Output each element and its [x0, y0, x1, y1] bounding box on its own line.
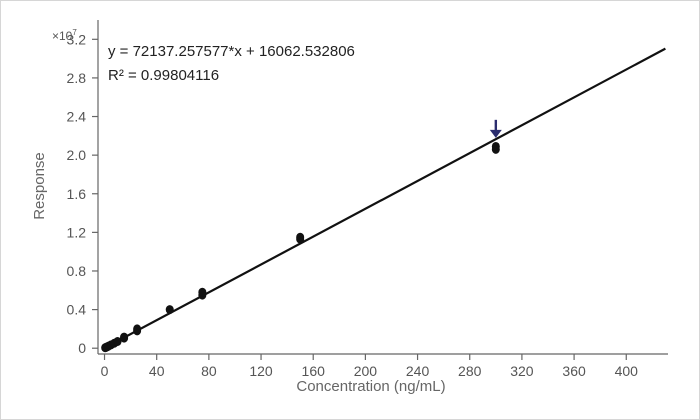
axes: [97, 20, 668, 355]
ticks: 0 0.4 0.8 1.2 1.6 2.0 2.4 2.8 3.2 0 40 80 120 160 200 2…: [67, 31, 639, 379]
x-tick-label: 320: [510, 363, 534, 379]
y-tick-label: 2.8: [67, 70, 87, 86]
x-tick-label: 360: [562, 363, 586, 379]
y-tick-label: 2.4: [67, 109, 87, 125]
data-point: [491, 141, 500, 151]
x-axis-title: Concentration (ng/mL): [296, 378, 445, 395]
x-tick-label: 400: [615, 363, 639, 379]
x-tick-label: 40: [149, 363, 165, 379]
data-point: [198, 287, 207, 297]
y-multiplier-exponent: 7: [72, 28, 77, 37]
y-tick-label: 0.4: [67, 302, 87, 318]
data-point: [165, 305, 174, 315]
y-multiplier-label: ×107: [52, 28, 77, 43]
y-tick-label: 1.2: [67, 224, 87, 240]
x-tick-label: 80: [201, 363, 217, 379]
y-tick-label: 3.2: [67, 31, 87, 47]
data-points: [101, 141, 500, 353]
data-point: [113, 336, 122, 346]
data-point: [120, 332, 129, 342]
x-tick-label: 0: [101, 363, 109, 379]
y-tick-label: 0.8: [67, 263, 87, 279]
fit-line-group: [104, 47, 666, 350]
fit-equation: y = 72137.257577*x + 16062.532806: [108, 43, 355, 60]
x-tick-label: 240: [406, 363, 430, 379]
data-point: [296, 232, 305, 242]
x-tick-label: 200: [354, 363, 378, 379]
y-tick-label: 2.0: [67, 147, 87, 163]
x-tick-label: 160: [302, 363, 326, 379]
fit-line: [104, 47, 666, 350]
annotation-group: [489, 119, 502, 138]
x-tick-label: 280: [458, 363, 482, 379]
arrow-head: [489, 129, 502, 138]
r-squared: R² = 0.99804116: [108, 67, 219, 84]
y-tick-label: 1.6: [67, 186, 87, 202]
y-axis-title: Response: [31, 152, 48, 220]
y-tick-label: 0: [78, 340, 86, 356]
x-tick-label: 120: [249, 363, 273, 379]
data-point: [133, 324, 142, 334]
